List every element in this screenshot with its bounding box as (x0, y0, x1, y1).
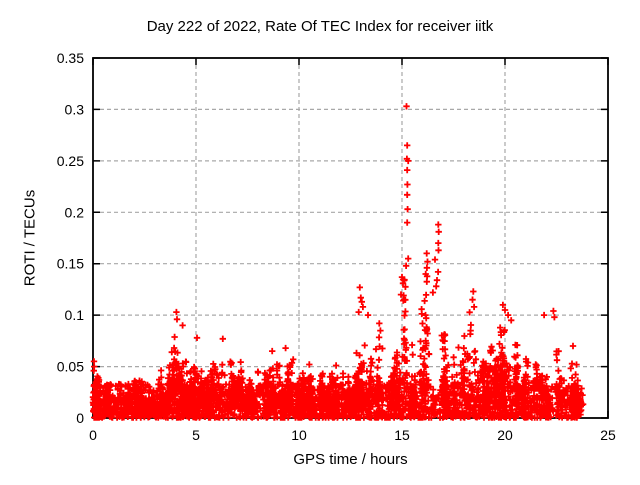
x-tick-label: 15 (394, 427, 410, 443)
x-tick-label: 10 (291, 427, 307, 443)
y-tick-label: 0.25 (57, 153, 84, 169)
y-tick-label: 0.2 (65, 204, 85, 220)
y-tick-label: 0.05 (57, 359, 84, 375)
x-axis-label: GPS time / hours (293, 451, 408, 468)
y-axis-label: ROTI / TECUs (21, 189, 39, 287)
scatter-points (89, 103, 587, 421)
x-tick-label: 5 (192, 427, 200, 443)
y-tick-label: 0.1 (65, 307, 85, 323)
y-tick-label: 0.35 (57, 50, 84, 66)
y-tick-label: 0.3 (65, 101, 85, 117)
x-tick-label: 25 (600, 427, 616, 443)
x-tick-label: 0 (89, 427, 97, 443)
y-tick-label: 0 (76, 410, 84, 426)
chart-title: Day 222 of 2022, Rate Of TEC Index for r… (146, 18, 494, 35)
y-tick-label: 0.15 (57, 256, 84, 272)
x-tick-label: 20 (497, 427, 513, 443)
